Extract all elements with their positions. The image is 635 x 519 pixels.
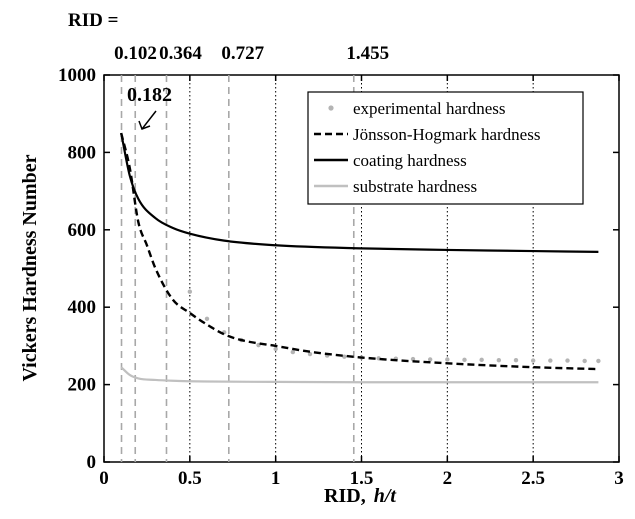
data-point <box>582 358 587 364</box>
y-tick-label: 400 <box>68 297 97 318</box>
data-point <box>307 351 313 357</box>
legend-label: Jönsson-Hogmark hardness <box>353 125 540 144</box>
legend-item: experimental hardness <box>328 99 505 118</box>
data-point <box>290 349 296 355</box>
x-axis-title-italic: h/t <box>374 485 398 507</box>
rid-value-label: 0.102 <box>114 43 157 64</box>
series-line-substrate-hardness <box>120 366 599 384</box>
x-axis-title-text: RID, <box>324 485 366 507</box>
data-point <box>496 358 502 363</box>
data-point <box>462 357 467 363</box>
y-axis-title: Vickers Hardness Number <box>19 154 41 381</box>
data-point <box>596 358 601 364</box>
rid-value-label: 1.455 <box>346 43 389 64</box>
data-point <box>479 357 484 363</box>
data-point <box>427 357 433 362</box>
data-point <box>204 316 210 322</box>
data-point <box>530 358 536 363</box>
y-tick-label: 1000 <box>58 65 96 86</box>
data-point <box>273 346 278 352</box>
legend-item: coating hardness <box>314 151 467 170</box>
x-tick-label: 0 <box>99 468 109 489</box>
rid-callout-label: 0.182 <box>127 84 172 106</box>
series-experimental-hardness <box>187 289 601 364</box>
rid-top-labels: 0.102 0.364 0.727 1.455 <box>114 43 389 64</box>
x-axis-title: RID, h/t <box>324 485 397 507</box>
y-tick-label: 800 <box>68 142 97 163</box>
x-tick-label: 3 <box>614 468 624 489</box>
data-point <box>513 358 519 363</box>
legend-box <box>307 91 584 205</box>
y-tick-label: 200 <box>68 375 97 396</box>
legend-label: coating hardness <box>353 151 467 170</box>
data-point <box>187 289 193 294</box>
data-point <box>548 358 553 363</box>
x-tick-label: 2 <box>443 468 453 489</box>
y-tick-label: 600 <box>68 220 97 241</box>
data-point <box>445 357 450 362</box>
x-tick-label: 2.5 <box>521 468 545 489</box>
rid-header-label: RID = <box>68 10 118 31</box>
y-tick-label: 0 <box>87 452 97 473</box>
data-point <box>410 356 416 362</box>
axis-ticks: 0 0.5 1 1.5 2 2.5 3 0 200 400 600 800 1000 <box>58 65 624 489</box>
rid-value-label: 0.727 <box>221 43 264 64</box>
callout-arrow <box>138 110 157 130</box>
x-tick-label: 0.5 <box>178 468 202 489</box>
svg-text:RID,h/t: RID, h/t <box>324 485 397 507</box>
legend-swatch-dot <box>328 105 334 111</box>
series-layer <box>120 132 601 384</box>
series-line-coating-hardness <box>120 132 599 253</box>
x-tick-label: 1 <box>271 468 281 489</box>
series-line-j-nsson-hogmark-hardness <box>120 132 599 371</box>
x-tick-label: 1.5 <box>350 468 374 489</box>
data-point <box>342 354 347 359</box>
legend-label: experimental hardness <box>353 99 505 118</box>
legend: experimental hardness Jönsson-Hogmark har… <box>307 91 584 205</box>
rid-value-label: 0.364 <box>159 43 202 64</box>
legend-label: substrate hardness <box>353 177 477 196</box>
legend-item: Jönsson-Hogmark hardness <box>314 125 540 144</box>
data-point <box>565 358 570 363</box>
legend-item: substrate hardness <box>314 177 477 196</box>
